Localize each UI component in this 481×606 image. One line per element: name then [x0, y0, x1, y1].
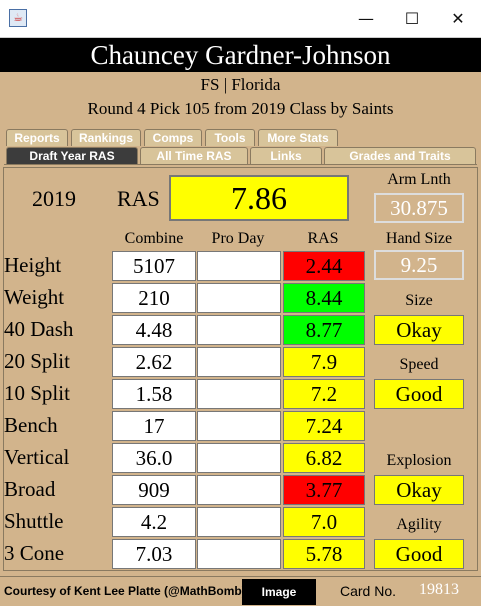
size-grade-label: Size	[405, 292, 433, 309]
ras-score: 7.86	[169, 175, 349, 221]
combine-value: 5107	[112, 251, 196, 281]
speed-grade-label: Speed	[399, 356, 439, 373]
row-label: 20 Split	[4, 349, 70, 373]
combine-value: 7.03	[112, 539, 196, 569]
arm-length-label: Arm Lnth	[387, 171, 451, 188]
card-number-value: 19813	[419, 581, 459, 598]
tab-reports[interactable]: Reports	[6, 129, 68, 146]
tab-grades-and-traits[interactable]: Grades and Traits	[324, 147, 476, 164]
combine-value: 909	[112, 475, 196, 505]
credit-text: Courtesy of Kent Lee Platte (@MathBomb)	[4, 584, 246, 598]
position-school: FS | Florida	[200, 75, 281, 94]
combine-header: Combine	[124, 230, 184, 247]
combine-value: 1.58	[112, 379, 196, 409]
pro-day-value	[197, 315, 281, 345]
agility-grade-value: Good	[374, 539, 464, 569]
ras-value: 8.44	[283, 283, 365, 313]
explosion-grade-label: Explosion	[386, 452, 452, 469]
explosion-grade-value: Okay	[374, 475, 464, 505]
pro-day-value	[197, 379, 281, 409]
combine-value: 210	[112, 283, 196, 313]
tab-comps[interactable]: Comps	[144, 129, 202, 146]
footer-bar: Courtesy of Kent Lee Platte (@MathBomb) …	[0, 576, 481, 606]
row-label: 10 Split	[4, 381, 70, 405]
row-label: Weight	[4, 285, 65, 309]
draft-info: Round 4 Pick 105 from 2019 Class by Sain…	[87, 99, 394, 118]
ras-value: 7.24	[283, 411, 365, 441]
ras-label: RAS	[117, 186, 160, 211]
pro-day-value	[197, 507, 281, 537]
combine-value: 36.0	[112, 443, 196, 473]
ras-value: 5.78	[283, 539, 365, 569]
row-label: 40 Dash	[4, 317, 74, 341]
pro-day-value	[197, 347, 281, 377]
draft-year: 2019	[32, 186, 76, 211]
speed-grade-value: Good	[374, 379, 464, 409]
tab-draft-year-ras[interactable]: Draft Year RAS	[6, 147, 138, 164]
row-label: Broad	[4, 477, 56, 501]
row-label: Bench	[4, 413, 58, 437]
row-label: Shuttle	[4, 509, 64, 533]
hand-size-label: Hand Size	[385, 230, 453, 247]
tab-all-time-ras[interactable]: All Time RAS	[140, 147, 248, 164]
tab-more-stats[interactable]: More Stats	[258, 129, 338, 146]
pro-day-value	[197, 475, 281, 505]
pro-day-value	[197, 539, 281, 569]
combine-value: 4.48	[112, 315, 196, 345]
tab-tools[interactable]: Tools	[205, 129, 255, 146]
player-name: Chauncey Gardner-Johnson	[0, 38, 481, 72]
combine-value: 4.2	[112, 507, 196, 537]
combine-value: 17	[112, 411, 196, 441]
minimize-button[interactable]: —	[358, 9, 374, 28]
tab-rankings[interactable]: Rankings	[71, 129, 141, 146]
pro-day-value	[197, 443, 281, 473]
size-grade-value: Okay	[374, 315, 464, 345]
card-number-label: Card No.	[340, 583, 397, 599]
hand-size-value: 9.25	[374, 250, 464, 280]
arm-length-value: 30.875	[374, 193, 464, 223]
maximize-button[interactable]: ☐	[404, 9, 420, 28]
row-label: 3 Cone	[4, 541, 65, 565]
pro-day-value	[197, 411, 281, 441]
close-button[interactable]: ✕	[451, 9, 465, 28]
ras-header: RAS	[307, 230, 339, 247]
row-label: Vertical	[4, 445, 70, 469]
pro-day-header: Pro Day	[211, 230, 265, 247]
tab-links[interactable]: Links	[250, 147, 322, 164]
ras-value: 3.77	[283, 475, 365, 505]
ras-value: 7.2	[283, 379, 365, 409]
pro-day-value	[197, 251, 281, 281]
ras-value: 7.0	[283, 507, 365, 537]
image-button[interactable]: Image	[242, 579, 316, 605]
ras-value: 6.82	[283, 443, 365, 473]
ras-value: 8.77	[283, 315, 365, 345]
combine-value: 2.62	[112, 347, 196, 377]
agility-grade-label: Agility	[396, 516, 442, 533]
ras-value: 7.9	[283, 347, 365, 377]
ras-value: 2.44	[283, 251, 365, 281]
ras-panel	[3, 167, 478, 571]
row-label: Height	[4, 253, 62, 277]
tab-divider	[4, 164, 477, 165]
window-titlebar: ☕ — ☐ ✕	[0, 0, 481, 38]
java-app-icon: ☕	[9, 9, 27, 27]
pro-day-value	[197, 283, 281, 313]
